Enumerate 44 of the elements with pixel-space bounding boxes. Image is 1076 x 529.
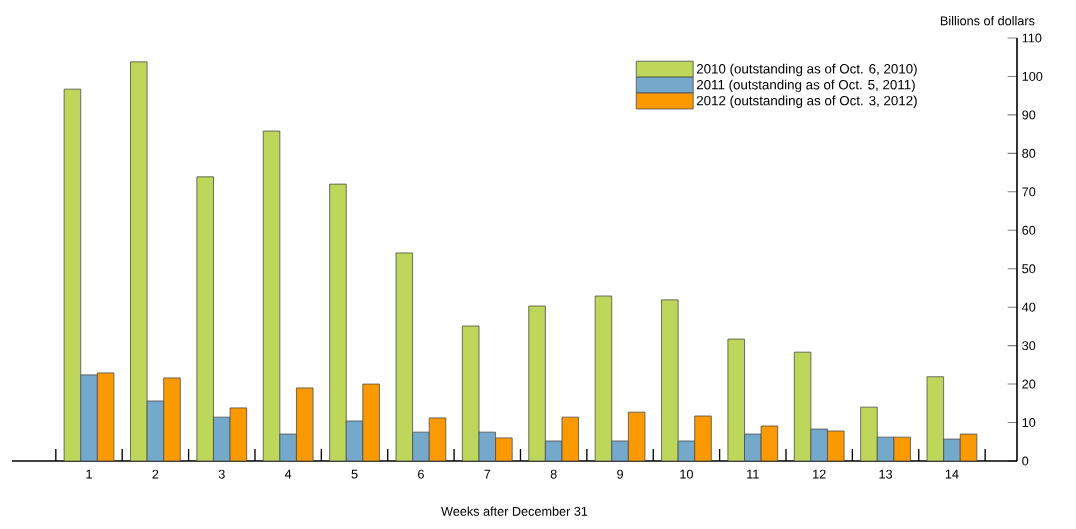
legend-label: 2010 (outstanding as of Oct. 6, 2010) — [696, 63, 917, 77]
x-tick-label: 13 — [879, 469, 893, 479]
bar — [412, 431, 430, 461]
x-tick-label: 5 — [351, 469, 358, 479]
x-tick-label: 11 — [747, 469, 759, 479]
legend-label: 2011 (outstanding as of Oct. 5, 2011) — [696, 79, 915, 93]
y-axis-title: Billions of dollars — [940, 15, 1035, 26]
x-tick-label: 12 — [813, 469, 826, 479]
y-tick-label: 70 — [1022, 187, 1036, 197]
bar — [395, 252, 414, 461]
bar — [694, 415, 712, 461]
y-tick-label: 40 — [1022, 302, 1036, 312]
x-tick-label: 7 — [484, 469, 491, 479]
bar — [163, 377, 181, 461]
y-tick-label: 100 — [1022, 71, 1043, 81]
y-tick-label: 50 — [1022, 264, 1036, 274]
bar — [130, 61, 148, 461]
y-tick-label: 30 — [1022, 341, 1036, 351]
x-tick-label: 2 — [152, 469, 159, 479]
y-tick-label: 110 — [1022, 33, 1042, 43]
bar — [860, 406, 878, 461]
bar — [63, 88, 82, 461]
legend-label: 2012 (outstanding as of Oct. 3, 2012) — [696, 95, 917, 108]
bar — [362, 383, 380, 461]
y-tick-label: 60 — [1022, 225, 1036, 235]
y-tick-label: 20 — [1022, 379, 1036, 389]
x-tick-label: 1 — [86, 469, 92, 479]
x-tick-label: 9 — [617, 469, 623, 479]
bar — [329, 183, 347, 461]
y-tick-label: 0 — [1022, 456, 1029, 466]
x-tick-label: 4 — [284, 469, 292, 479]
y-tick-label: 90 — [1022, 110, 1036, 120]
x-tick-label: 10 — [680, 469, 693, 479]
bar — [528, 305, 546, 461]
y-tick-label: 80 — [1022, 148, 1036, 158]
bar — [262, 130, 281, 461]
x-tick-label: 14 — [945, 469, 959, 479]
x-axis-title: Weeks after December 31 — [441, 506, 588, 516]
y-tick-label: 10 — [1022, 418, 1036, 428]
x-tick-label: 8 — [550, 469, 557, 479]
x-tick-label: 6 — [418, 469, 424, 479]
bar — [196, 176, 214, 461]
bar — [80, 374, 98, 461]
x-tick-label: 3 — [218, 469, 225, 479]
